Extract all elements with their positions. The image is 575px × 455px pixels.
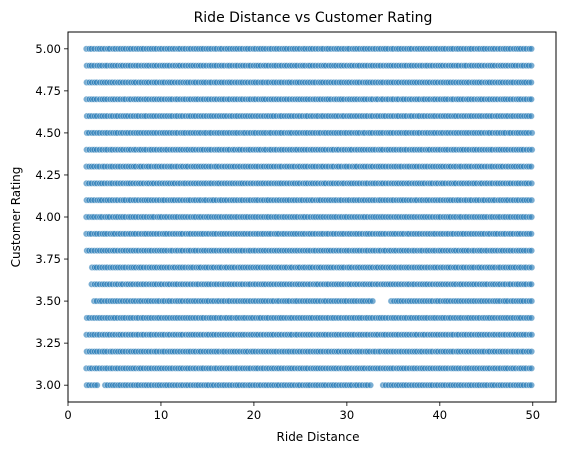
data-point (528, 146, 536, 154)
data-point (528, 381, 535, 389)
data-point (528, 331, 536, 339)
data-point (93, 381, 101, 389)
data-point (527, 230, 535, 238)
data-point (527, 112, 535, 120)
data-point (527, 163, 535, 171)
x-tick-label: 20 (247, 408, 262, 422)
x-tick-label: 0 (64, 408, 71, 422)
y-tick-label: 5.00 (35, 42, 61, 56)
data-point (528, 364, 536, 372)
data-point (528, 62, 535, 70)
x-axis-label: Ride Distance (277, 430, 360, 444)
data-point (528, 45, 535, 53)
x-tick-label: 40 (432, 408, 447, 422)
data-point (367, 381, 374, 389)
data-points (82, 45, 536, 389)
data-point (528, 129, 536, 137)
data-point (528, 213, 536, 221)
data-point (527, 95, 535, 103)
data-point (528, 280, 535, 288)
data-point (528, 314, 536, 322)
data-point (528, 264, 536, 271)
data-point (528, 196, 536, 204)
data-point (527, 79, 535, 86)
x-axis-ticks: 0 10 20 30 40 50 (64, 402, 540, 422)
y-tick-label: 3.75 (35, 252, 61, 266)
chart-title: Ride Distance vs Customer Rating (194, 10, 433, 26)
y-tick-label: 4.00 (35, 210, 61, 224)
data-point (528, 297, 536, 305)
x-tick-label: 30 (340, 408, 355, 422)
y-tick-label: 4.25 (35, 168, 61, 182)
y-tick-label: 3.50 (35, 294, 61, 308)
data-point (528, 348, 536, 355)
y-tick-label: 4.75 (35, 84, 61, 98)
data-point (528, 179, 536, 187)
y-tick-label: 3.00 (35, 378, 61, 392)
data-point (369, 297, 377, 305)
x-tick-label: 50 (525, 408, 540, 422)
y-axis-ticks: 3.00 3.25 3.50 3.75 4.00 4.25 4.50 4.75 5.00 (35, 42, 68, 392)
y-tick-label: 3.25 (35, 336, 61, 350)
data-point (528, 247, 536, 255)
y-tick-label: 4.50 (35, 126, 61, 140)
y-axis-label: Customer Rating (9, 167, 23, 268)
x-tick-label: 10 (154, 408, 169, 422)
